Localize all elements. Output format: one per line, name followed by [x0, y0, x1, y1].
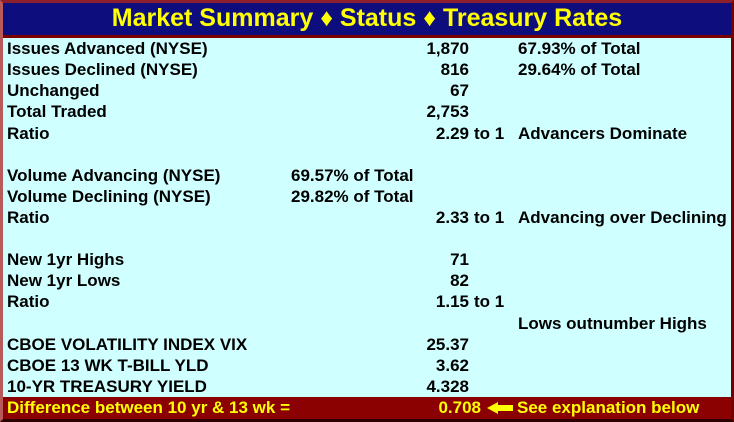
row-number-value: 816: [440, 60, 469, 80]
row-annotation: 29.64% of Total: [518, 60, 641, 80]
table-row: [3, 144, 731, 165]
report-footer: Difference between 10 yr & 13 wk = 0.708…: [3, 397, 731, 419]
row-number-value: 71: [450, 250, 469, 270]
row-middle-cell: 2.33: [287, 207, 469, 228]
row-middle-cell: 71: [287, 249, 469, 270]
row-percent-value: [287, 270, 291, 291]
row-percent-value: [287, 355, 291, 376]
table-row: [3, 228, 731, 249]
row-label: Unchanged: [7, 81, 100, 101]
row-middle-cell: 2,753: [287, 101, 469, 122]
table-row: New 1yr Highs 71: [3, 249, 731, 270]
row-label: CBOE VOLATILITY INDEX VIX: [7, 334, 248, 354]
row-ratio-unit: to 1: [474, 123, 505, 143]
row-middle-cell: 82: [287, 270, 469, 291]
footer-note: See explanation below: [517, 398, 700, 417]
row-percent-value: [287, 249, 291, 270]
row-percent-value: [287, 59, 291, 80]
row-middle-cell: 1,870: [287, 38, 469, 59]
left-arrow-head: [487, 402, 498, 414]
row-middle-cell: 67: [287, 80, 469, 101]
row-number-value: 2,753: [426, 102, 469, 122]
row-label: Ratio: [7, 292, 50, 312]
table-row: Ratio 2.33 to 1 Advancing over Declining: [3, 207, 731, 228]
left-arrow-icon: [481, 402, 517, 414]
row-middle-cell: 2.29: [287, 123, 469, 144]
table-row: Issues Advanced (NYSE) 1,870 67.93% of T…: [3, 38, 731, 59]
row-label: Volume Advancing (NYSE): [7, 165, 221, 185]
row-percent-value: [287, 80, 291, 101]
row-label: New 1yr Highs: [7, 250, 125, 270]
table-row: Unchanged 67: [3, 80, 731, 101]
row-label: Issues Declined (NYSE): [7, 60, 198, 80]
row-number-value: 82: [450, 271, 469, 291]
row-percent-value: [287, 101, 291, 122]
row-percent-value: 69.57% of Total: [291, 165, 414, 185]
row-middle-cell: 25.37: [287, 334, 469, 355]
row-label: Total Traded: [7, 102, 107, 122]
row-percent-value: [287, 38, 291, 59]
table-row: CBOE VOLATILITY INDEX VIX 25.37: [3, 334, 731, 355]
row-label: New 1yr Lows: [7, 271, 121, 291]
row-middle-cell: 1.15: [287, 291, 469, 312]
table-row: Issues Declined (NYSE) 816 29.64% of Tot…: [3, 59, 731, 80]
footer-label: Difference between 10 yr & 13 wk =: [7, 398, 290, 417]
table-row: New 1yr Lows 82: [3, 270, 731, 291]
row-percent-value: [287, 207, 291, 228]
row-annotation: Advancing over Declining: [518, 207, 727, 227]
table-row: Ratio 1.15 to 1: [3, 291, 731, 312]
row-number-value: 1,870: [426, 39, 469, 59]
table-row: Total Traded 2,753: [3, 101, 731, 122]
row-middle-cell: 29.82% of Total: [287, 186, 469, 207]
left-arrow-shaft: [498, 405, 513, 411]
row-middle-cell: 3.62: [287, 355, 469, 376]
row-percent-value: [287, 123, 291, 144]
row-middle-cell: 4.328: [287, 376, 469, 397]
table-row: Ratio 2.29 to 1 Advancers Dominate: [3, 122, 731, 143]
row-percent-value: [287, 376, 291, 397]
row-middle-cell: 816: [287, 59, 469, 80]
row-number-value: 2.33: [435, 207, 469, 227]
row-label: Issues Advanced (NYSE): [7, 39, 208, 59]
table-row: Lows outnumber Highs: [3, 313, 731, 334]
row-label: 10-YR TREASURY YIELD: [7, 376, 207, 396]
row-number-value: 2.29: [435, 123, 469, 143]
row-annotation: Lows outnumber Highs: [518, 313, 707, 333]
row-ratio-unit: to 1: [474, 292, 505, 312]
row-annotation: 67.93% of Total: [518, 39, 641, 59]
row-label: Ratio: [7, 123, 50, 143]
report-body: Issues Advanced (NYSE) 1,870 67.93% of T…: [3, 38, 731, 397]
row-number-value: 3.62: [435, 355, 469, 375]
footer-value: 0.708: [438, 398, 481, 417]
row-number-value: 4.328: [426, 376, 469, 396]
row-label: Ratio: [7, 207, 50, 227]
table-row: CBOE 13 WK T-BILL YLD 3.62: [3, 355, 731, 376]
table-row: Volume Advancing (NYSE) 69.57% of Total: [3, 165, 731, 186]
table-row: 10-YR TREASURY YIELD 4.328: [3, 376, 731, 397]
row-percent-value: 29.82% of Total: [291, 186, 414, 206]
row-number-value: 67: [450, 81, 469, 101]
row-label: CBOE 13 WK T-BILL YLD: [7, 355, 209, 375]
row-label: Volume Declining (NYSE): [7, 186, 211, 206]
row-annotation: Advancers Dominate: [518, 123, 688, 143]
row-middle-cell: 69.57% of Total: [287, 165, 469, 186]
row-percent-value: [287, 334, 291, 355]
row-percent-value: [287, 291, 291, 312]
table-row: Volume Declining (NYSE) 29.82% of Total: [3, 186, 731, 207]
row-number-value: 25.37: [426, 334, 469, 354]
row-ratio-unit: to 1: [474, 207, 505, 227]
row-number-value: 1.15: [435, 292, 469, 312]
report-title: Market Summary ♦ Status ♦ Treasury Rates: [3, 3, 731, 38]
